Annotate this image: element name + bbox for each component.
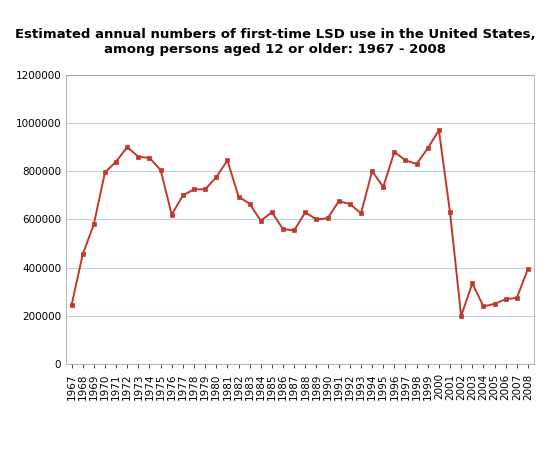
Text: Estimated annual numbers of first-time LSD use in the United States,
among perso: Estimated annual numbers of first-time L…	[15, 28, 535, 56]
